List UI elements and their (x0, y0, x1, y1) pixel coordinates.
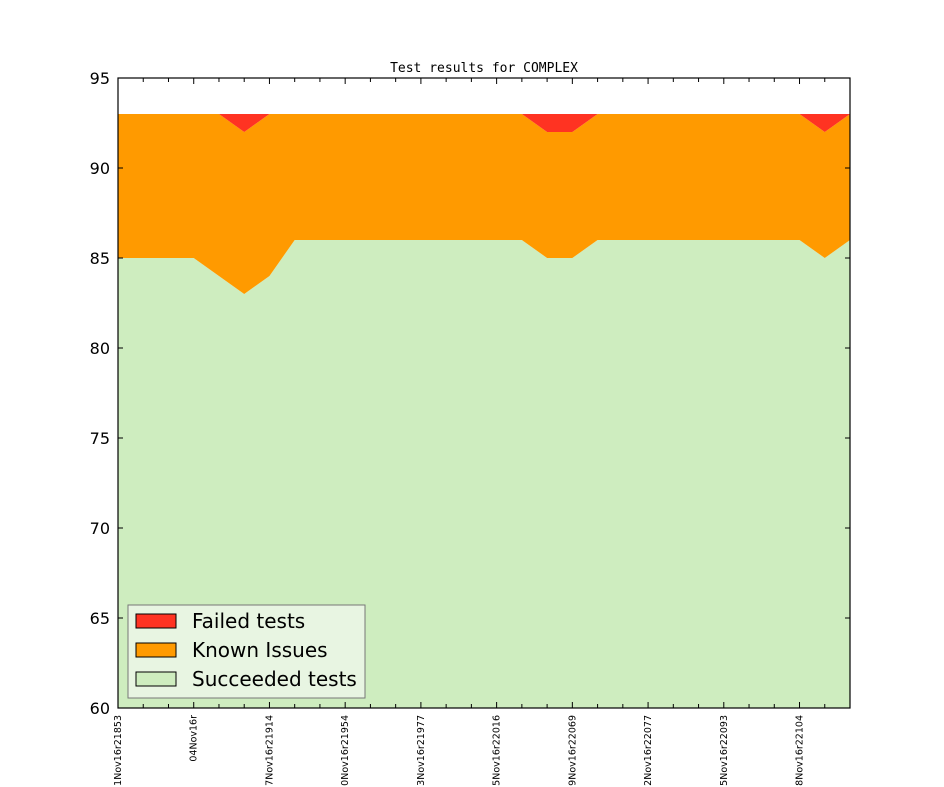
y-tick-label: 60 (90, 699, 110, 718)
y-tick-label: 90 (90, 159, 110, 178)
legend-swatch (135, 642, 177, 658)
legend-swatch (135, 671, 177, 687)
x-tick-label: 5Nov16r22093 (719, 715, 730, 786)
y-tick-label: 95 (90, 69, 110, 88)
legend-swatch (135, 613, 177, 629)
x-tick-label: 2Nov16r22077 (643, 715, 654, 786)
legend-label: Known Issues (192, 638, 328, 662)
chart-title: Test results for COMPLEX (390, 61, 578, 76)
plot-frame (117, 77, 851, 709)
y-tick-label: 75 (90, 429, 110, 448)
x-tick-label: 5Nov16r22016 (492, 715, 503, 786)
y-tick-label: 80 (90, 339, 110, 358)
y-tick-label: 65 (90, 609, 110, 628)
x-tick-label: 3Nov16r21977 (416, 715, 427, 786)
legend-label: Succeeded tests (192, 667, 357, 691)
x-tick-label: 04Nov16r (189, 715, 200, 762)
y-tick-label: 85 (90, 249, 110, 268)
y-tick-label: 70 (90, 519, 110, 538)
x-tick-label: 7Nov16r21914 (264, 715, 275, 786)
x-tick-label: 0Nov16r21954 (340, 715, 351, 786)
x-tick-label: 9Nov16r22069 (567, 715, 578, 786)
x-tick-label: 8Nov16r22104 (795, 715, 806, 786)
area-succeeded-tests (118, 240, 850, 708)
legend-label: Failed tests (192, 609, 305, 633)
x-tick-label: 1Nov16r21853 (113, 715, 124, 786)
area-known-issues (118, 114, 850, 294)
